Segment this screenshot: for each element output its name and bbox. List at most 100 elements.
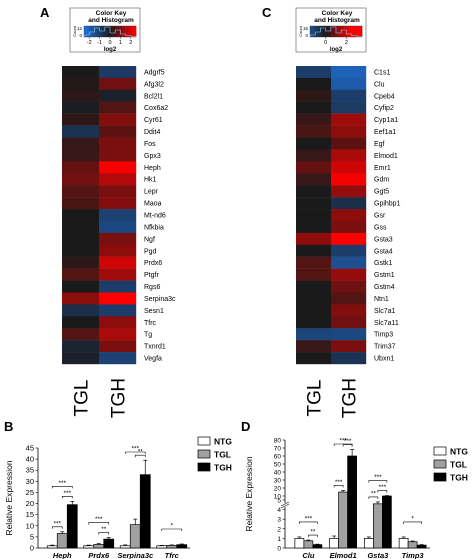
- heatmap-column-label: TGH: [340, 378, 361, 418]
- heatmap-cell: [99, 280, 137, 293]
- heatmap-cell: [62, 137, 100, 150]
- heatmap-row-label: Afg3l2: [144, 81, 164, 88]
- color-key-title: and Histogram: [88, 17, 134, 24]
- heatmap-cell: [331, 149, 367, 162]
- heatmap-cell: [296, 149, 332, 162]
- bar-panel-b: 0 5 10 15 20 25 30 35 40 45 Relative Expression Hep…: [4, 437, 232, 559]
- y-tick-label: 80: [274, 438, 282, 445]
- heatmap-column-label: TGL: [305, 380, 326, 417]
- color-key-gradient-cell: [329, 26, 332, 37]
- heatmap-cell: [99, 173, 137, 186]
- heatmap-cell: [331, 328, 367, 341]
- color-key-gradient-border: [309, 25, 363, 38]
- heatmap-cell: [62, 256, 100, 269]
- heatmap-cell: [296, 280, 332, 293]
- heatmap-row-label: Cpeb4: [374, 93, 395, 100]
- x-tick-label: Elmod1: [330, 551, 357, 559]
- heatmap-cell: [296, 316, 332, 329]
- color-key-gradient-cell: [355, 26, 358, 37]
- color-key-y-tick: 15: [303, 26, 309, 31]
- color-key-gradient-cell: [316, 26, 319, 37]
- color-key-gradient-cell: [84, 26, 86, 37]
- color-key-gradient-cell: [107, 26, 109, 37]
- y-tick-label: 2: [277, 526, 281, 533]
- heatmap-row-label: Timp3: [374, 332, 393, 339]
- heatmap-row-label: Ntn1: [374, 296, 389, 303]
- color-key-gradient-cell: [359, 26, 361, 37]
- color-key-gradient-cell: [338, 26, 341, 37]
- heatmap-cell: [62, 209, 100, 222]
- y-tick-label: 1: [277, 536, 281, 543]
- heatmap-row-label: Prdx6: [144, 260, 162, 267]
- color-key-gradient-cell: [326, 26, 329, 37]
- y-tick-label: 10: [274, 494, 282, 501]
- significance-bracket: [51, 526, 63, 529]
- heatmap-row-label: Fos: [144, 141, 156, 148]
- color-key-histogram: [83, 26, 137, 37]
- heatmap-cell: [62, 89, 100, 102]
- heatmap-cell: [296, 352, 332, 365]
- x-tick-label: Gsta3: [367, 551, 389, 559]
- heatmap-column-label: TGH: [109, 378, 130, 418]
- color-key-gradient-cell: [356, 26, 359, 37]
- heatmap-row-label: Pgd: [144, 248, 157, 255]
- heatmap-row-label: Emr1: [374, 165, 391, 172]
- significance-label: ***: [53, 520, 61, 527]
- heatmap-cell: [99, 101, 137, 114]
- legend-label: TGH: [214, 463, 232, 473]
- heatmap-cell: [62, 352, 100, 365]
- heatmap-row-label: Mt-nd6: [144, 213, 166, 220]
- color-key-gradient-cell: [330, 26, 333, 37]
- heatmap-row-label: Cox6a2: [144, 105, 168, 112]
- color-key-histogram: [309, 26, 363, 37]
- color-key-gradient-cell: [85, 26, 87, 37]
- significance-bracket: [124, 451, 146, 454]
- heatmap-cell: [99, 209, 137, 222]
- legend-swatch: [197, 449, 211, 459]
- color-key-gradient-cell: [342, 26, 345, 37]
- heatmap-cell: [331, 89, 367, 102]
- heatmap-cell: [331, 292, 367, 305]
- heatmap-row-label: Cyfip2: [374, 105, 394, 112]
- heatmap-cell: [296, 340, 332, 353]
- color-key-gradient-cell: [98, 26, 100, 37]
- color-key-gradient-cell: [332, 26, 334, 37]
- bar-tgl: [166, 544, 178, 549]
- color-key-gradient-cell: [111, 26, 113, 37]
- heatmap-cell: [62, 77, 100, 91]
- color-key-gradient-cell: [345, 26, 347, 37]
- legend-swatch: [433, 472, 447, 482]
- legend-swatch: [433, 446, 447, 456]
- color-key-gradient-cell: [126, 26, 129, 37]
- heatmap-cell: [99, 197, 137, 210]
- bar-tgl: [56, 533, 68, 549]
- color-key-x-label: log2: [104, 47, 117, 53]
- heatmap-row-label: Gpihbp1: [374, 201, 401, 208]
- heatmap-cell: [99, 304, 137, 317]
- color-key-gradient-cell: [343, 26, 346, 37]
- x-tick-label: Serpina3c: [117, 551, 154, 559]
- color-key-gradient-cell: [115, 26, 117, 37]
- heatmap-row-label: Gpx3: [144, 153, 161, 160]
- color-key-x-tick: -2: [87, 40, 92, 46]
- heatmap-row-label: Txnrd1: [144, 344, 166, 351]
- heatmap-cell: [296, 244, 332, 257]
- color-key-gradient-cell: [350, 26, 352, 37]
- heatmap-cell: [331, 101, 367, 114]
- significance-bracket: [403, 521, 422, 524]
- y-tick-label: 0: [277, 546, 281, 553]
- heatmap-row-label: Heph: [144, 165, 161, 172]
- legend-label: NTG: [450, 447, 468, 457]
- significance-label: **: [310, 529, 316, 536]
- heatmap-cell: [296, 185, 332, 198]
- heatmap-row-label: Ggt5: [374, 189, 389, 196]
- color-key-gradient-cell: [333, 26, 335, 37]
- x-tick-label: Clu: [302, 551, 315, 559]
- significance-bracket: [161, 528, 183, 531]
- heatmap-row-label: Cyr61: [144, 117, 163, 124]
- color-key-gradient-cell: [125, 26, 128, 37]
- color-key-gradient-cell: [320, 26, 322, 37]
- legend-label: TGL: [450, 460, 467, 470]
- significance-label: ***: [63, 490, 71, 497]
- heatmap-row-label: Sesn1: [144, 308, 164, 315]
